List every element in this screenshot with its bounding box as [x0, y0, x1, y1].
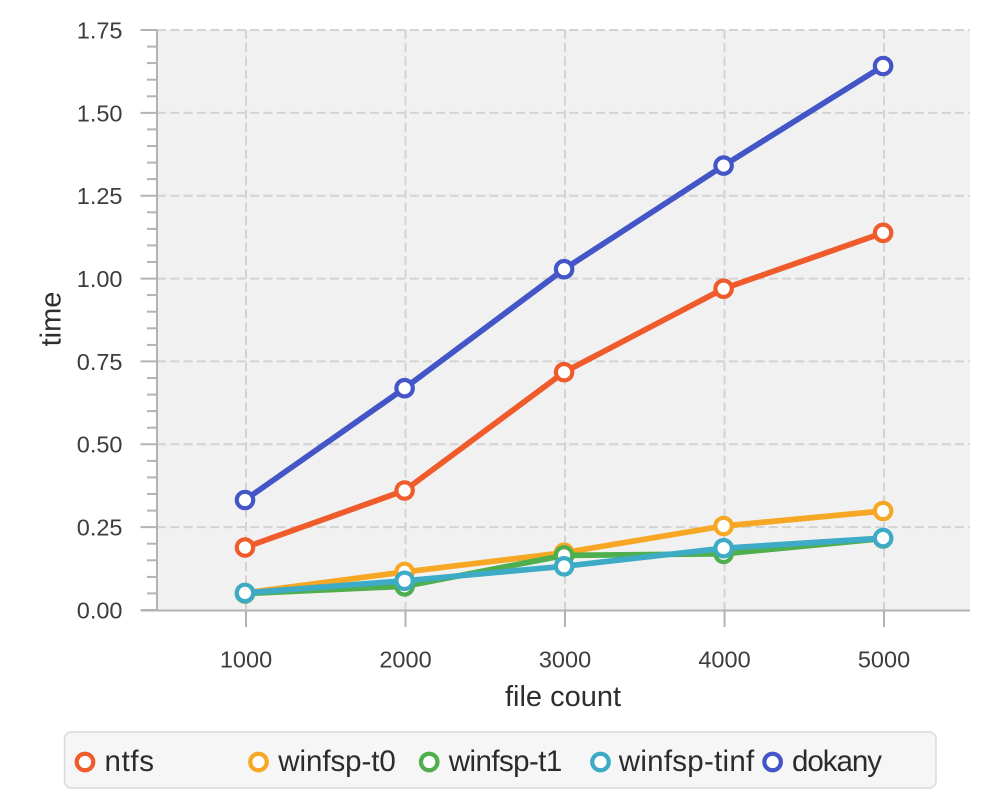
svg-text:0.00: 0.00 — [77, 597, 123, 623]
svg-text:4000: 4000 — [698, 646, 750, 672]
svg-text:winfsp-t0: winfsp-t0 — [277, 745, 396, 778]
svg-text:0.50: 0.50 — [77, 432, 123, 458]
svg-text:1.00: 1.00 — [77, 266, 123, 292]
svg-text:file count: file count — [505, 681, 621, 713]
svg-text:1.25: 1.25 — [77, 183, 123, 209]
svg-text:1000: 1000 — [220, 646, 272, 672]
svg-text:0.75: 0.75 — [77, 349, 123, 375]
svg-text:time: time — [36, 292, 68, 347]
svg-text:2000: 2000 — [379, 646, 431, 672]
svg-text:1.75: 1.75 — [77, 17, 123, 43]
svg-text:winfsp-t1: winfsp-t1 — [448, 745, 563, 778]
svg-text:5000: 5000 — [858, 646, 910, 672]
svg-text:ntfs: ntfs — [105, 745, 155, 778]
svg-text:3000: 3000 — [539, 646, 591, 672]
svg-text:winfsp-tinf: winfsp-tinf — [618, 745, 755, 778]
svg-text:1.50: 1.50 — [77, 100, 123, 126]
svg-text:dokany: dokany — [792, 745, 882, 778]
svg-text:0.25: 0.25 — [77, 515, 123, 541]
